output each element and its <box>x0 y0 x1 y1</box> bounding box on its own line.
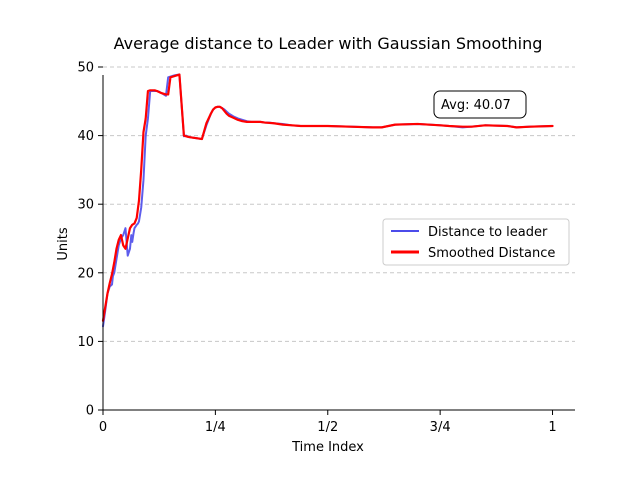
legend-box <box>382 218 570 266</box>
x-tick-label: 3/4 <box>430 420 451 435</box>
y-tick-label: 30 <box>77 198 94 213</box>
y-tick-label: 20 <box>77 266 94 281</box>
average-annotation: Avg: 40.07 <box>433 90 527 119</box>
y-tick-label: 50 <box>77 61 94 76</box>
series-line-smoothed <box>101 73 554 322</box>
x-tick-label: 1/4 <box>205 420 226 435</box>
x-tick-label: 0 <box>99 420 107 435</box>
y-tick-label: 40 <box>77 129 94 144</box>
x-tick-label: 1 <box>548 420 556 435</box>
legend-label-distance: Distance to leader <box>428 225 548 240</box>
y-tick-label: 0 <box>86 404 94 419</box>
y-axis-label: Units <box>56 227 71 260</box>
chart-title: Average distance to Leader with Gaussian… <box>114 34 543 53</box>
legend-label-smoothed: Smoothed Distance <box>428 246 555 261</box>
annotation-box <box>433 90 527 119</box>
grid-lines <box>103 66 575 342</box>
y-tick-label: 10 <box>77 335 94 350</box>
legend: Distance to leader Smoothed Distance <box>382 218 570 266</box>
annotation-text: Avg: 40.07 <box>441 98 511 113</box>
x-axis-label: Time Index <box>291 440 364 455</box>
x-tick-label: 1/2 <box>317 420 338 435</box>
tick-group: 0 10 20 30 40 50 0 1/4 1/2 3/4 1 <box>77 61 556 436</box>
axes-group <box>102 75 575 411</box>
series-group <box>101 73 554 328</box>
